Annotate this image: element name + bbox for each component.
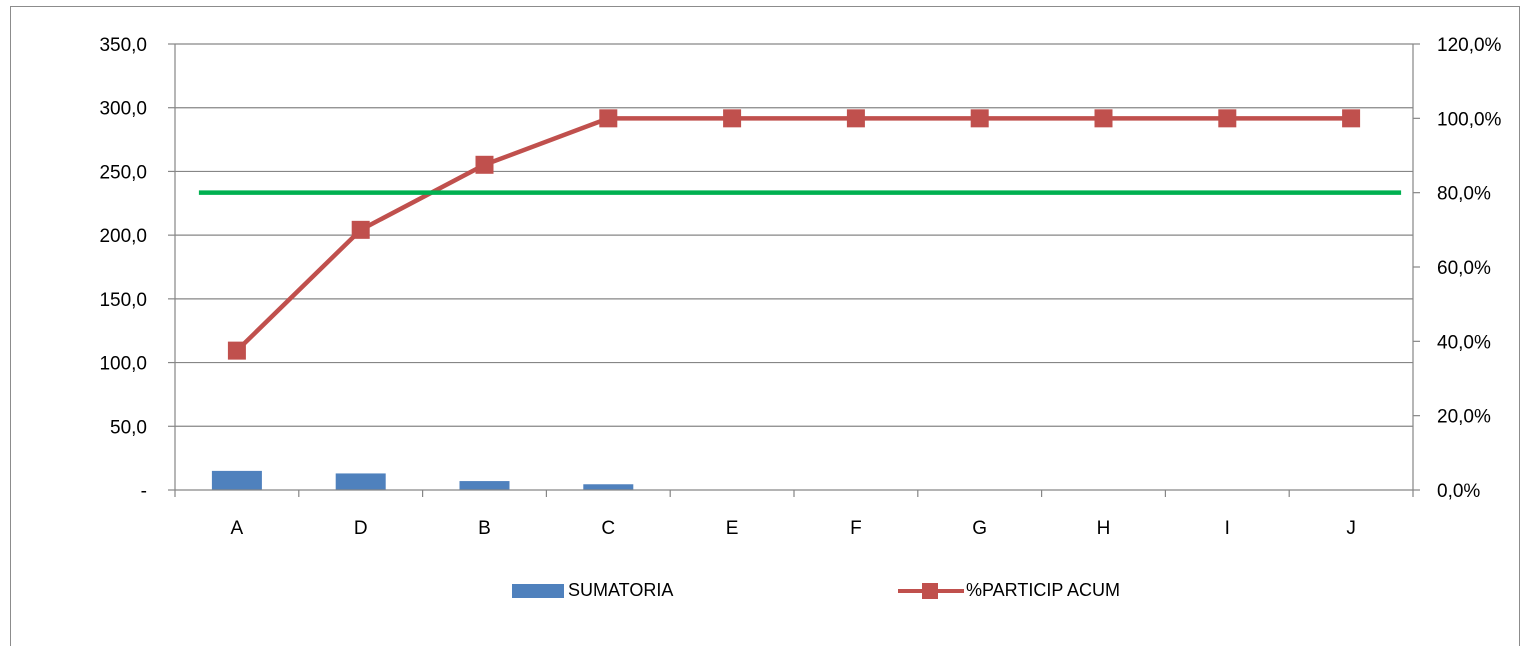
legend-item-particip-acum: %PARTICIP ACUM (898, 580, 1120, 601)
x-tick-label: J (1346, 518, 1356, 539)
particip-acum-point-C (599, 109, 618, 128)
left-tick-label: 350,0 (99, 35, 147, 56)
x-tick-label: A (231, 518, 244, 539)
legend-label-sumatoria: SUMATORIA (568, 580, 674, 600)
particip-acum-point-E (723, 109, 742, 128)
x-tick-label: C (601, 518, 615, 539)
left-tick-label: 250,0 (99, 162, 147, 183)
right-tick-label: 100,0% (1437, 109, 1502, 130)
particip-acum-point-A (227, 341, 246, 360)
bar-A (211, 470, 262, 490)
left-tick-label: 100,0 (99, 354, 147, 375)
right-tick-label: 40,0% (1437, 332, 1491, 353)
legend-item-sumatoria: SUMATORIA (512, 580, 673, 601)
left-tick-label: 300,0 (99, 99, 147, 120)
chart-area (10, 6, 1520, 646)
particip-acum-point-H (1094, 109, 1113, 128)
bar-D (335, 473, 386, 490)
line-series (198, 109, 1402, 360)
x-tick-label: I (1225, 518, 1230, 539)
x-tick-label: H (1097, 518, 1111, 539)
left-tick-label: - (141, 481, 147, 502)
legend-swatch-particip-acum (898, 581, 964, 601)
right-tick-label: 0,0% (1437, 481, 1480, 502)
x-tick-label: D (354, 518, 368, 539)
particip-acum-point-J (1342, 109, 1361, 128)
particip-acum-point-I (1218, 109, 1237, 128)
x-tick-label: E (726, 518, 739, 539)
x-tick-label: G (972, 518, 987, 539)
right-tick-label: 60,0% (1437, 258, 1491, 279)
bar-B (459, 481, 510, 490)
x-tick-label: F (850, 518, 862, 539)
bar-C (583, 484, 634, 490)
legend-label-particip-acum: %PARTICIP ACUM (966, 580, 1121, 600)
particip-acum-point-B (475, 155, 494, 174)
gridlines (175, 43, 1413, 427)
left-tick-label: 50,0 (110, 417, 147, 438)
particip-acum-line (235, 116, 1352, 353)
left-tick-label: 150,0 (99, 290, 147, 311)
left-tick-label: 200,0 (99, 226, 147, 247)
right-tick-label: 80,0% (1437, 184, 1491, 205)
pareto-chart: - 50,0 100,0 150,0 200,0 250,0 300,0 350,0 0,0% 2… (99, 35, 1501, 539)
right-tick-label: 20,0% (1437, 407, 1491, 428)
bar-series-sumatoria (211, 470, 634, 490)
x-tick-label: B (478, 518, 491, 539)
axes: - 50,0 100,0 150,0 200,0 250,0 300,0 350,0 0,0% 2… (99, 35, 1501, 539)
right-tick-label: 120,0% (1437, 35, 1502, 56)
particip-acum-point-F (846, 109, 865, 128)
particip-acum-point-D (351, 220, 370, 239)
particip-acum-point-G (970, 109, 989, 128)
legend-swatch-sumatoria (512, 583, 564, 598)
